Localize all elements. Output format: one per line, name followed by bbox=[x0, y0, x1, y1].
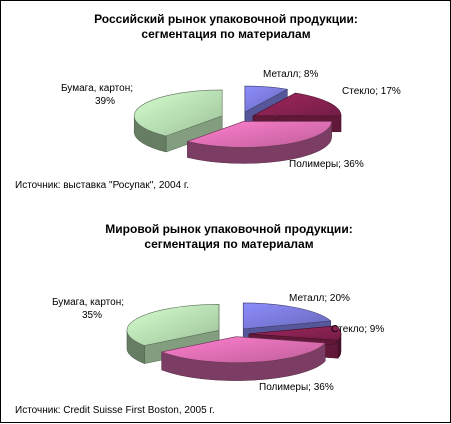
chart-2-title-line-1: Мировой рынок упаковочной продукции: bbox=[105, 222, 352, 236]
pie-slice-paper bbox=[133, 89, 223, 153]
chart-2: Мировой рынок упаковочной продукции: сег… bbox=[15, 222, 384, 416]
chart-2-title-line-2: сегментация по материалам bbox=[144, 237, 313, 251]
chart-2-source: Источник: Credit Suisse First Boston, 20… bbox=[15, 405, 215, 416]
pie-top-polymers bbox=[160, 336, 326, 363]
pie-top-glass bbox=[248, 325, 342, 341]
chart-1-pie bbox=[133, 85, 342, 164]
pie-slice-polymers bbox=[160, 336, 326, 381]
pie-top-paper bbox=[126, 304, 220, 346]
chart-2-label-paper-line-1: Бумага, картон; bbox=[52, 297, 124, 308]
chart-1-source: Источник: выставка "Росупак", 2004 г. bbox=[15, 180, 189, 191]
chart-1: Российский рынок упаковочной продукции: … bbox=[15, 12, 401, 191]
chart-2-label-metal: Металл; 20% bbox=[289, 293, 350, 304]
chart-2-label-glass: Стекло; 9% bbox=[331, 324, 384, 335]
chart-2-label-polymers: Полимеры; 36% bbox=[259, 382, 334, 393]
chart-1-label-paper-line-1: Бумага, картон; bbox=[61, 83, 133, 94]
pie-top-glass bbox=[252, 92, 342, 117]
chart-1-label-metal: Металл; 8% bbox=[263, 69, 318, 80]
chart-1-title-line-1: Российский рынок упаковочной продукции: bbox=[94, 12, 358, 26]
pie-top-polymers bbox=[186, 121, 332, 148]
chart-1-title-line-2: сегментация по материалам bbox=[141, 27, 310, 41]
chart-1-label-polymers: Полимеры; 36% bbox=[289, 159, 364, 170]
chart-2-label-paper-line-2: 35% bbox=[82, 310, 102, 321]
pie-top-metal bbox=[242, 302, 332, 330]
chart-1-label-glass: Стекло; 17% bbox=[342, 86, 401, 97]
chart-2-pie bbox=[126, 302, 342, 381]
pie-top-metal bbox=[244, 85, 289, 113]
pie-top-paper bbox=[133, 89, 223, 137]
chart-1-label-paper-line-2: 39% bbox=[95, 96, 115, 107]
pie-slice-polymers bbox=[186, 121, 332, 164]
